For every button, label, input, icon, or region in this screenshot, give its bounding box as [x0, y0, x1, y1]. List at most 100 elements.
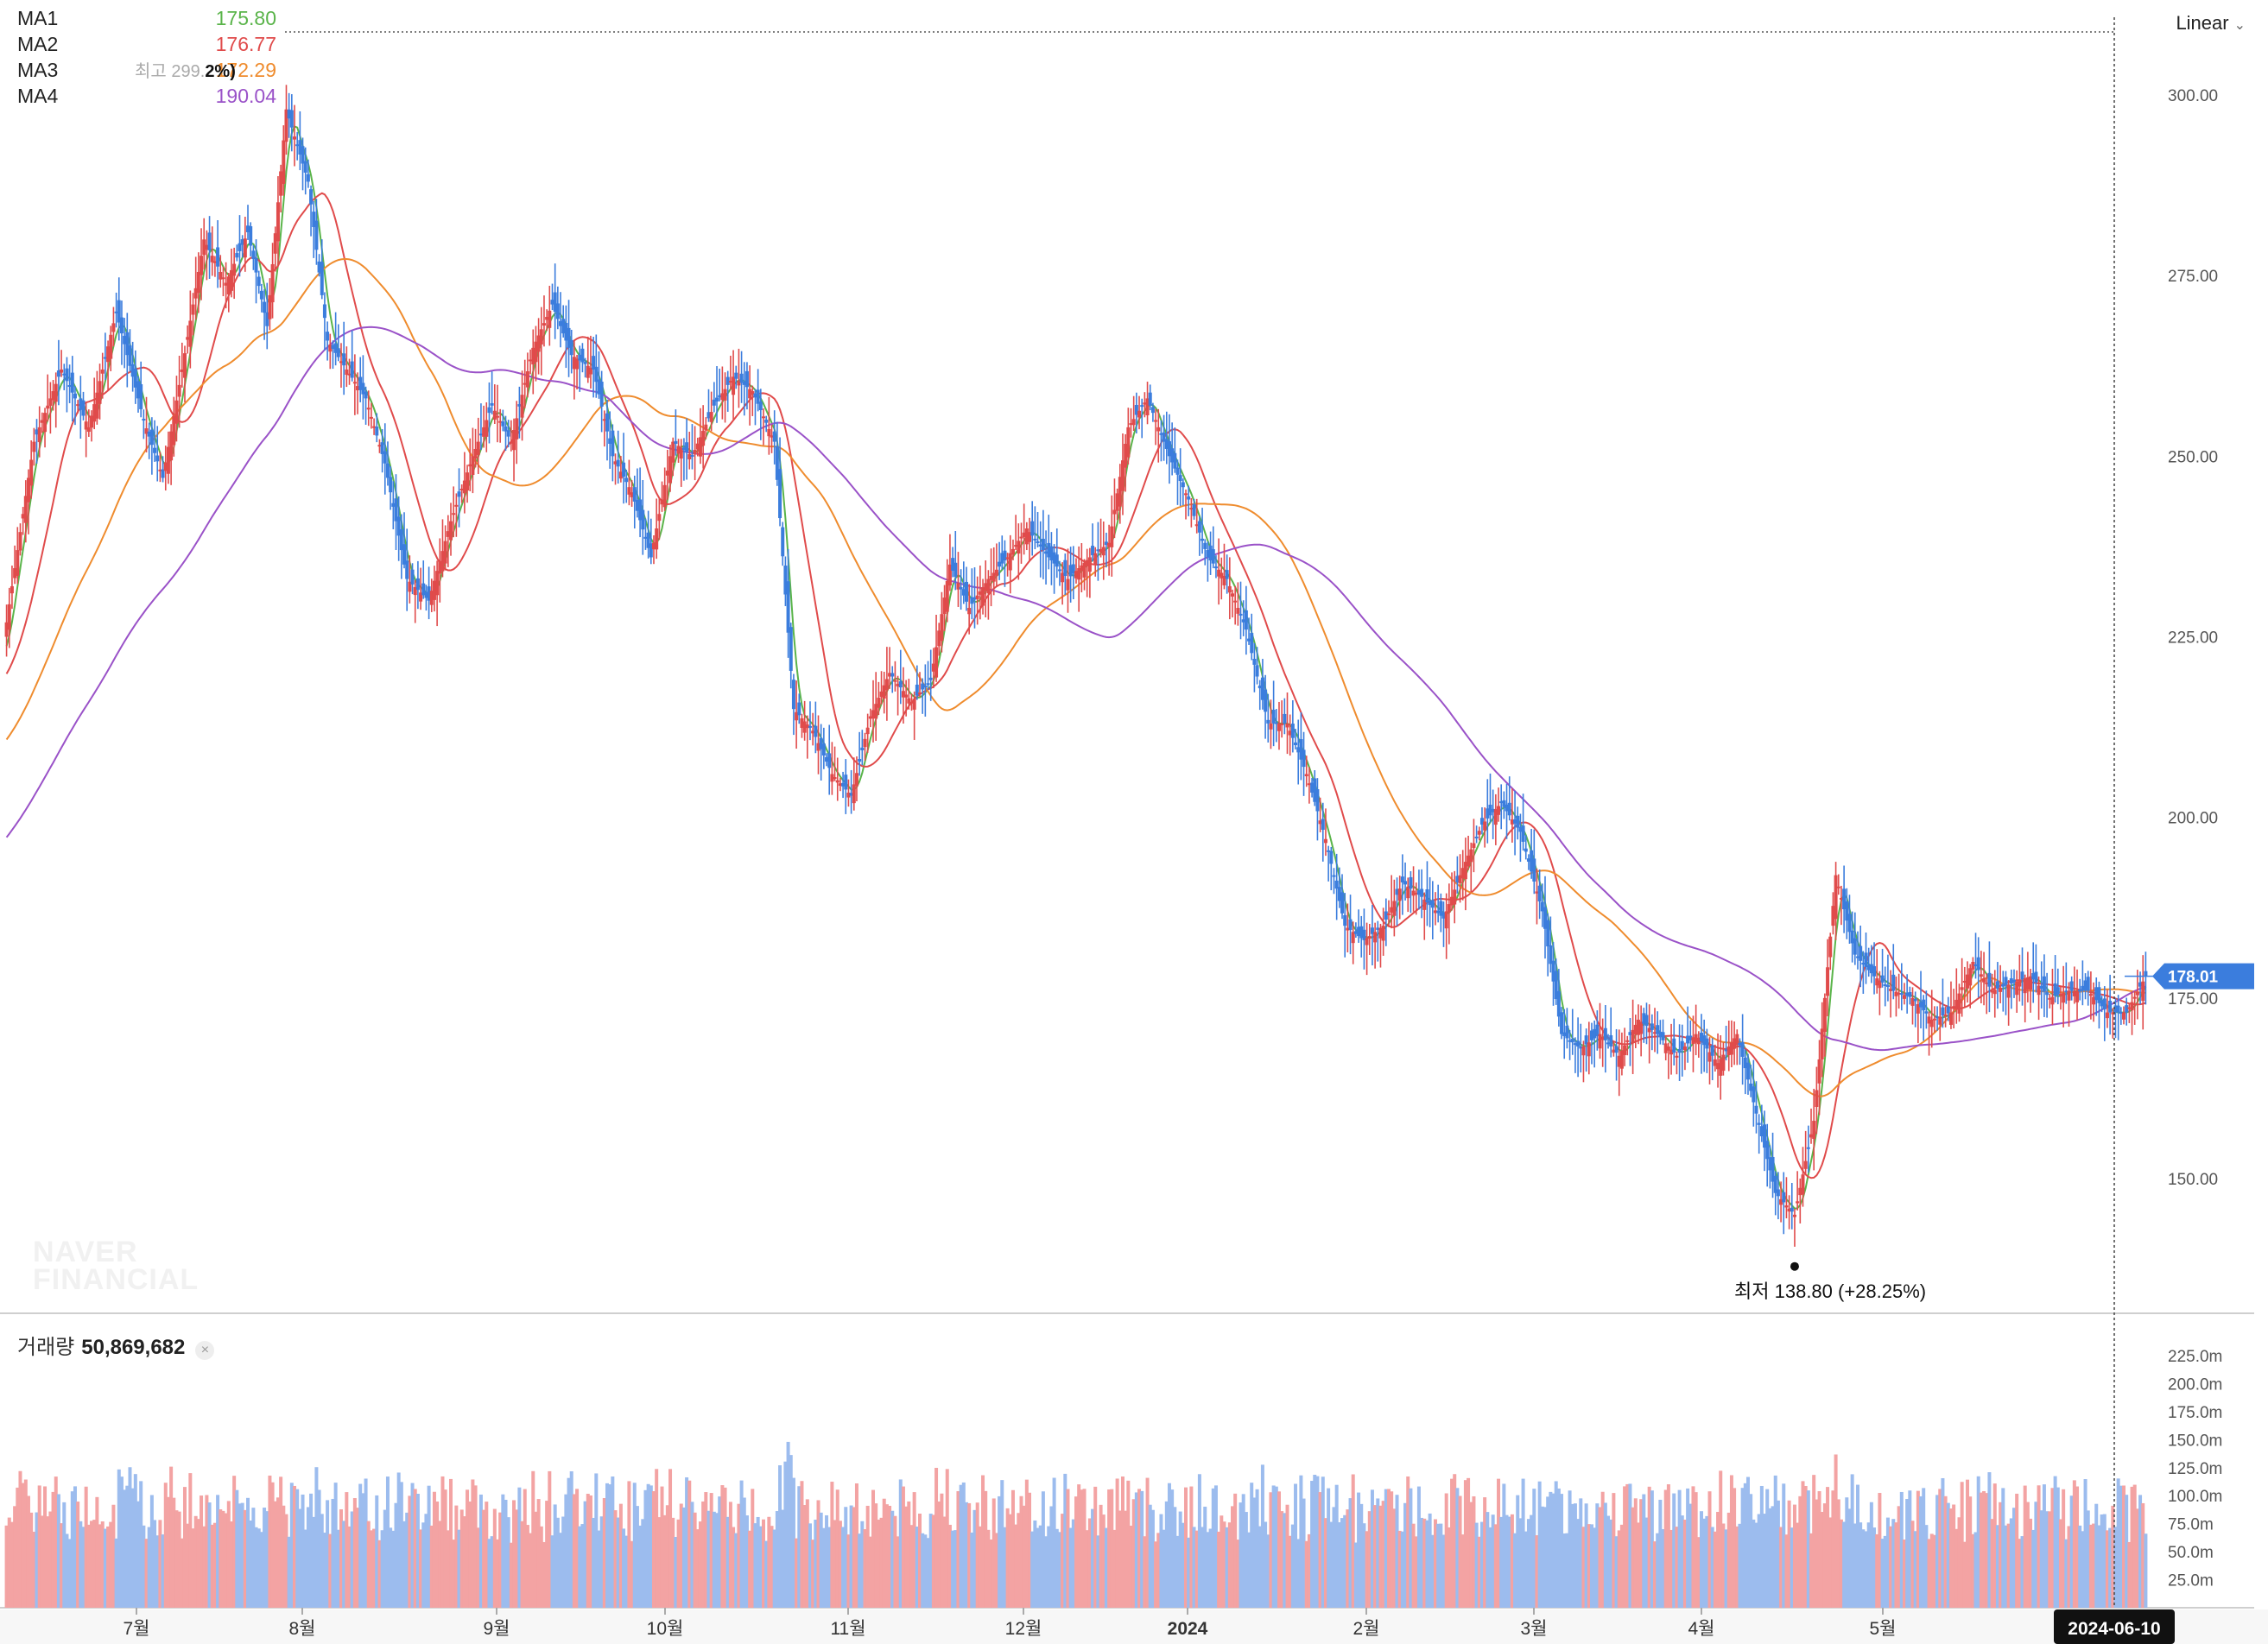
volume-bar: [1686, 1488, 1690, 1608]
candle: [1313, 778, 1317, 802]
candle: [931, 663, 935, 672]
candle: [1749, 1083, 1753, 1091]
candle: [1264, 689, 1268, 712]
candle: [1738, 1042, 1742, 1046]
candle: [303, 161, 307, 173]
candle: [1321, 819, 1325, 831]
volume-bar: [1351, 1474, 1355, 1608]
volume-bar: [1960, 1482, 1964, 1608]
scale-toggle-button[interactable]: Linear ⌄: [2176, 12, 2246, 35]
volume-bar: [23, 1479, 28, 1608]
candle: [1400, 876, 1404, 882]
close-icon[interactable]: ×: [195, 1341, 215, 1360]
volume-bar: [1057, 1532, 1061, 1608]
candle: [161, 469, 165, 478]
candle: [701, 431, 706, 446]
volume-bar: [1992, 1483, 1997, 1608]
candle: [202, 239, 206, 256]
candle: [2119, 1012, 2123, 1015]
volume-bar: [2025, 1502, 2030, 1608]
candle: [276, 202, 280, 242]
candle: [1987, 972, 1992, 987]
volume-bar: [778, 1465, 782, 1608]
volume-bar: [2113, 1527, 2118, 1608]
candle: [119, 317, 124, 334]
candle: [2100, 1000, 2104, 1007]
volume-bar: [1463, 1480, 1467, 1608]
candle: [207, 232, 212, 250]
volume-bar: [1104, 1527, 1108, 1608]
volume-bar: [2031, 1529, 2036, 1608]
candle: [970, 597, 974, 604]
volume-bar: [391, 1530, 396, 1608]
candle: [399, 528, 403, 551]
candle: [879, 691, 884, 698]
volume-bar: [846, 1534, 851, 1608]
candle: [1614, 1046, 1619, 1053]
candle: [1233, 600, 1238, 603]
volume-bar: [435, 1502, 440, 1608]
volume-bar: [833, 1520, 837, 1608]
volume-bar: [1140, 1490, 1144, 1608]
candle: [1373, 932, 1378, 943]
volume-bar: [1763, 1514, 1767, 1608]
volume-bar: [1077, 1484, 1081, 1608]
candle: [391, 503, 396, 507]
volume-bar: [1954, 1528, 1959, 1608]
candle: [205, 244, 209, 250]
candle: [888, 673, 892, 677]
volume-bar: [1302, 1498, 1306, 1608]
volume-bar: [119, 1476, 124, 1608]
candle: [893, 680, 897, 682]
volume-bar: [32, 1531, 36, 1608]
volume-bar: [490, 1536, 494, 1608]
candle: [1258, 685, 1262, 689]
candle: [1593, 1028, 1597, 1039]
volume-bar: [1551, 1493, 1555, 1608]
candle: [485, 420, 489, 437]
volume-bar: [2018, 1539, 2022, 1608]
volume-bar: [1688, 1503, 1693, 1608]
candle: [1516, 815, 1520, 828]
candle: [567, 327, 571, 348]
candle: [1099, 548, 1103, 553]
volume-bar: [413, 1489, 417, 1608]
candle: [155, 455, 160, 462]
volume-bar: [1680, 1515, 1684, 1608]
volume-bar: [1236, 1540, 1240, 1608]
candle: [1499, 801, 1504, 804]
candle: [1353, 931, 1358, 934]
candle: [43, 413, 48, 433]
candle: [1460, 868, 1465, 879]
candle: [986, 579, 991, 594]
candle: [1828, 936, 1833, 958]
volume-bar: [753, 1523, 757, 1608]
volume-bar: [1357, 1492, 1361, 1608]
volume-bar: [1148, 1504, 1152, 1608]
volume-bar: [838, 1521, 842, 1608]
candle: [739, 373, 744, 383]
volume-bar: [339, 1509, 343, 1608]
volume-bar: [251, 1508, 256, 1608]
candle: [844, 775, 848, 790]
volume-bar: [1661, 1528, 1665, 1608]
candle: [1164, 439, 1169, 449]
volume-bar: [495, 1539, 499, 1608]
volume-tick-label: 200.0m: [2168, 1375, 2222, 1394]
volume-bar: [679, 1503, 683, 1608]
candle: [289, 110, 294, 128]
volume-bar: [295, 1489, 300, 1608]
volume-bar: [1587, 1524, 1591, 1608]
volume-bar: [1052, 1477, 1056, 1608]
volume-bar: [1080, 1489, 1084, 1608]
volume-bar: [1768, 1508, 1772, 1608]
volume-bar: [1787, 1500, 1791, 1608]
candle: [643, 536, 648, 539]
volume-bar: [795, 1538, 799, 1608]
candle: [1861, 963, 1866, 965]
volume-bar: [896, 1536, 900, 1608]
candle: [106, 346, 111, 363]
legend-ma4: MA4 190.04: [17, 83, 276, 109]
